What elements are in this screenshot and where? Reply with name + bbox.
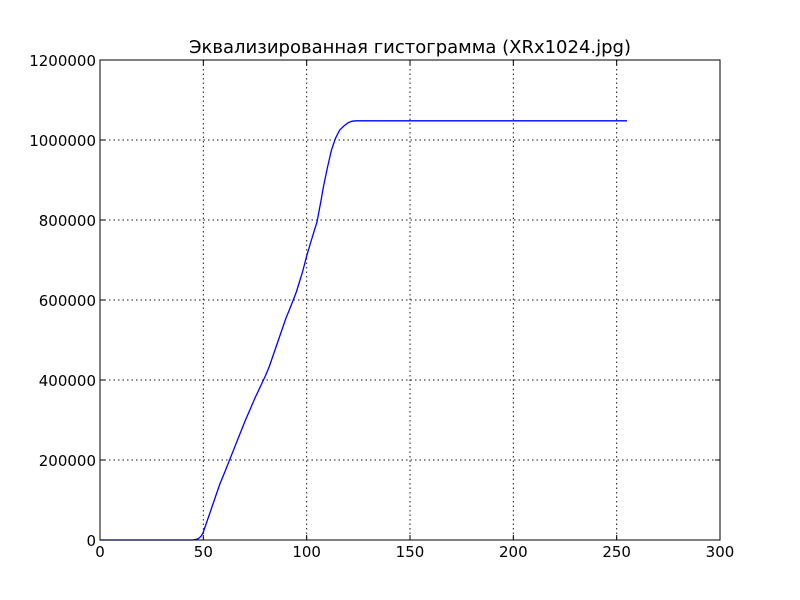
x-tick-label: 100 (292, 543, 321, 561)
y-tick-label: 600000 (39, 292, 96, 310)
y-tick-label: 800000 (39, 212, 96, 230)
y-tick-label: 0 (86, 532, 96, 550)
x-tick-label: 250 (602, 543, 631, 561)
chart-title: Эквализированная гистограмма (XRx1024.jp… (189, 37, 631, 58)
y-tick-label: 1200000 (29, 52, 96, 70)
y-tick-labels: 0 200000 400000 600000 800000 1000000 1200000 (29, 52, 96, 550)
plot-series (100, 120, 627, 541)
x-tick-label: 200 (499, 543, 528, 561)
grid-lines (100, 60, 720, 540)
x-tick-label: 150 (396, 543, 425, 561)
x-tick-label: 300 (706, 543, 735, 561)
y-tick-label: 1000000 (29, 132, 96, 150)
y-tick-label: 200000 (39, 452, 96, 470)
x-tick-label: 0 (95, 543, 105, 561)
y-tick-label: 400000 (39, 372, 96, 390)
x-tick-labels: 0 50 100 150 200 250 300 (95, 543, 734, 561)
x-tick-label: 50 (194, 543, 213, 561)
series-line (100, 120, 627, 541)
axes-frame (99, 59, 721, 541)
